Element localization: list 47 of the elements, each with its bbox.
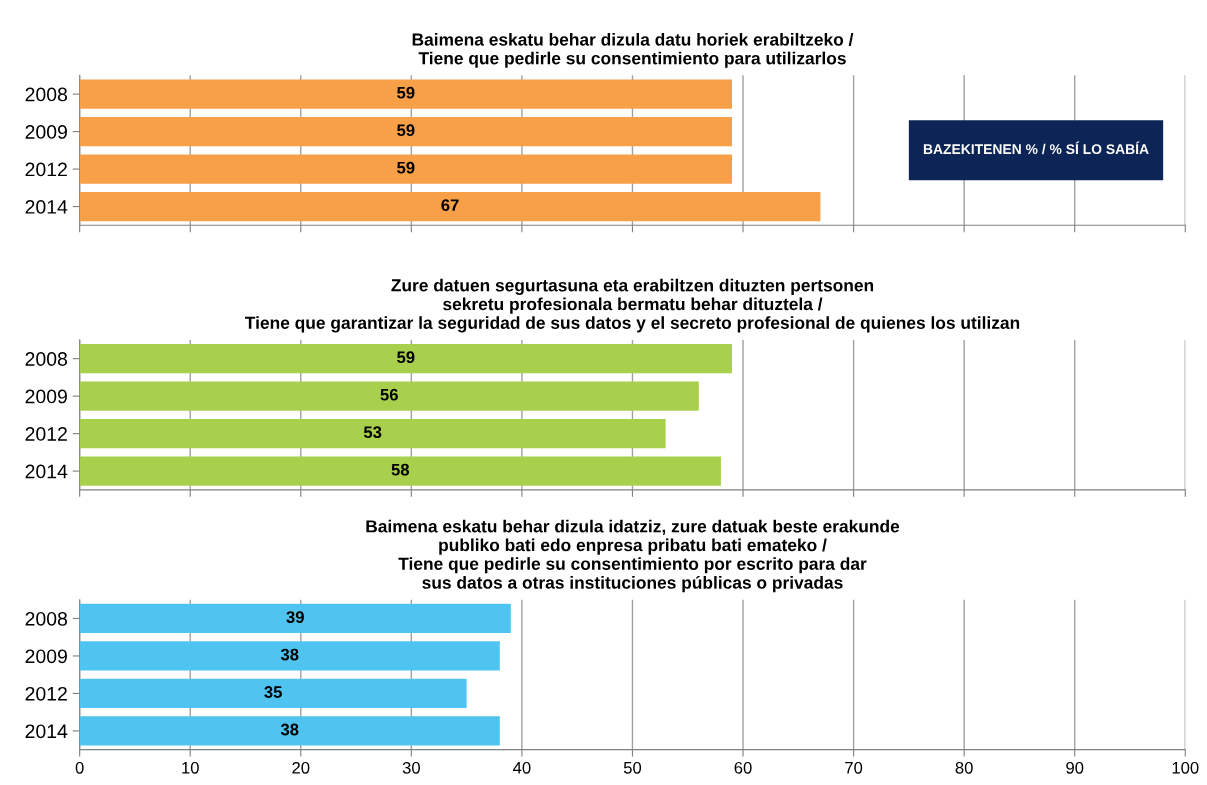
data-label: 56 [380, 388, 398, 401]
chart-title: Baimena eskatu behar dizula idatziz, zure datuak beste erakunde publiko bati edo enpresa pribatu bati emateko / Tiene que pedirle su consentimiento por escrito para dar sus datos a otras instituciones públicas o privadas [366, 519, 900, 593]
x-tick-label: 10 [182, 761, 199, 774]
x-tick-label: 80 [955, 761, 973, 774]
bar [79, 641, 500, 671]
data-label: 58 [391, 463, 410, 476]
y-tick-label: 2012 [25, 686, 67, 701]
annotation: BAZEKITENEN % / % SÍ LO SABÍA [923, 141, 1149, 155]
x-tick-label: 100 [1172, 761, 1199, 774]
x-tick-label: 60 [734, 761, 752, 774]
y-tick-label: 2014 [25, 464, 68, 479]
bar [79, 603, 511, 634]
bar [79, 456, 721, 486]
y-tick-label: 2009 [25, 389, 67, 404]
bar [79, 716, 500, 746]
y-tick-label: 2014 [25, 200, 68, 214]
y-tick-label: 2009 [25, 125, 67, 139]
data-label: 59 [397, 124, 415, 137]
data-label: 59 [397, 161, 415, 174]
data-label: 59 [397, 351, 415, 364]
data-label: 38 [280, 648, 299, 661]
bar [79, 678, 467, 709]
y-tick-label: 2009 [25, 649, 67, 664]
data-label: 38 [280, 723, 299, 736]
data-label: 67 [441, 199, 459, 212]
bar [79, 381, 699, 411]
y-tick-label: 2012 [25, 162, 67, 177]
data-label: 53 [363, 426, 382, 439]
data-label: 39 [286, 611, 304, 623]
bar [79, 344, 732, 374]
y-tick-label: 2014 [25, 724, 68, 739]
y-tick-label: 2012 [25, 427, 67, 441]
y-tick-label: 2008 [25, 611, 68, 626]
x-tick-label: 70 [845, 761, 863, 774]
chart-title: Baimena eskatu behar dizula datu horiek erabiltzeko / Tiene que pedirle su consentimiento para utilizarlos [412, 32, 854, 68]
x-tick-label: 30 [402, 761, 420, 774]
x-tick-label: 90 [1066, 761, 1084, 774]
bar [79, 419, 666, 449]
x-tick-label: 20 [292, 761, 310, 774]
y-tick-label: 2008 [25, 87, 68, 102]
data-label: 35 [264, 686, 282, 698]
data-label: 59 [397, 86, 415, 99]
y-tick-label: 2008 [25, 352, 68, 366]
chart-title: Zure datuen segurtasuna eta erabiltzen dituzten pertsonen sekretu profesionala bermatu behar dituztela / Tiene que garantizar la seguridad de sus datos y el secreto profesional de quienes los utilizan [245, 278, 1020, 333]
x-tick-label: 0 [75, 761, 84, 774]
x-tick-label: 50 [623, 761, 642, 774]
x-tick-label: 40 [513, 761, 531, 774]
